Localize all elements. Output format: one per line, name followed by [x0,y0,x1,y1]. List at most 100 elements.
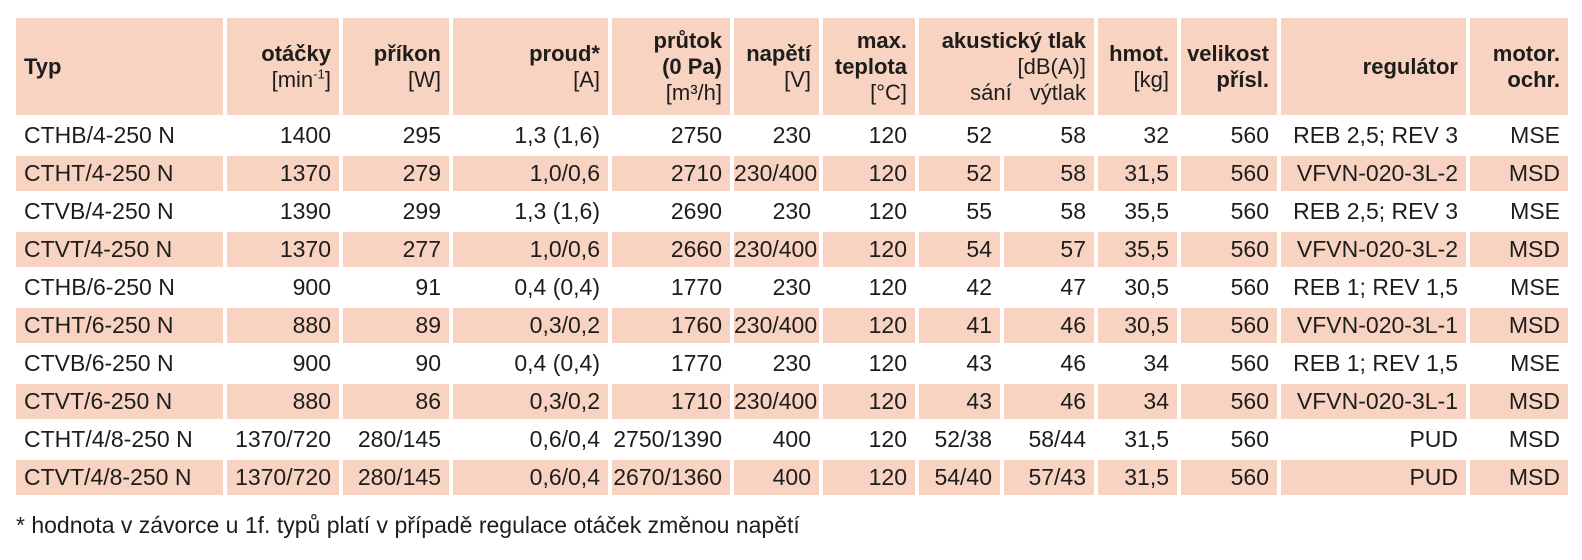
footnote: * hodnota v závorce u 1f. typů platí v p… [16,512,800,538]
header-prutok: průtok (0 Pa) [m³/h] [612,18,730,115]
cell-typ: CTVT/4/8-250 N [16,460,223,495]
cell-proud: 0,6/0,4 [453,460,608,495]
cell-motor: MSD [1470,308,1568,343]
cell-prutok: 2710 [612,156,730,191]
cell-velikost: 560 [1181,460,1277,495]
cell-teplota: 120 [823,308,915,343]
header-napeti-unit: [V] [784,66,811,92]
table-body: CTHB/4-250 N 1400 295 1,3 (1,6) 2750 230 120 52… [16,118,1568,495]
header-max-teplota: max. teplota [°C] [823,18,915,115]
cell-regulator: VFVN-020-3L-2 [1281,156,1466,191]
cell-prutok: 1770 [612,346,730,381]
cell-teplota: 120 [823,118,915,153]
header-typ: Typ [16,18,223,115]
cell-otacky: 1370 [227,156,339,191]
cell-proud: 1,3 (1,6) [453,118,608,153]
header-proud-label: proud* [529,40,600,66]
cell-sani: 52 [919,118,1000,153]
header-prikon-unit: [W] [408,66,441,92]
cell-sani: 43 [919,346,1000,381]
header-velikost: velikost přísl. [1181,18,1277,115]
cell-prikon: 89 [343,308,449,343]
cell-motor: MSD [1470,422,1568,457]
cell-hmot: 30,5 [1098,308,1177,343]
cell-prutok: 2690 [612,194,730,229]
cell-napeti: 230 [734,118,819,153]
fan-spec-table: Typ otáčky [min-1] příkon [W] proud* [A]… [12,15,1572,498]
header-akusticky-label: akustický tlak [941,27,1086,53]
header-teplota-label: max. [856,27,907,53]
header-otacky-unit: [min-1] [271,66,331,92]
cell-regulator: REB 1; REV 1,5 [1281,270,1466,305]
cell-proud: 1,0/0,6 [453,232,608,267]
header-proud-unit: [A] [573,66,600,92]
cell-hmot: 31,5 [1098,156,1177,191]
cell-sani: 54/40 [919,460,1000,495]
cell-velikost: 560 [1181,270,1277,305]
header-prikon: příkon [W] [343,18,449,115]
cell-teplota: 120 [823,384,915,419]
cell-regulator: VFVN-020-3L-2 [1281,232,1466,267]
table-row: CTVT/6-250 N 880 86 0,3/0,2 1710 230/400 120 43… [16,384,1568,419]
cell-prikon: 295 [343,118,449,153]
header-sani-label: sání [970,79,1012,105]
cell-motor: MSD [1470,460,1568,495]
cell-prutok: 1760 [612,308,730,343]
cell-vytlak: 58/44 [1004,422,1094,457]
header-napeti-label: napětí [746,40,811,66]
cell-napeti: 230 [734,270,819,305]
cell-teplota: 120 [823,346,915,381]
cell-vytlak: 46 [1004,308,1094,343]
cell-otacky: 1370/720 [227,460,339,495]
header-motor-label: motor. [1492,40,1560,66]
header-akusticky-unit: [dB(A)] [1017,53,1086,79]
table-row: CTVB/4-250 N 1390 299 1,3 (1,6) 2690 230 120 55… [16,194,1568,229]
cell-motor: MSD [1470,232,1568,267]
cell-motor: MSD [1470,384,1568,419]
cell-sani: 52 [919,156,1000,191]
table-row: CTVB/6-250 N 900 90 0,4 (0,4) 1770 230 120 43 46… [16,346,1568,381]
cell-typ: CTHB/4-250 N [16,118,223,153]
header-regulator: regulátor [1281,18,1466,115]
cell-prikon: 279 [343,156,449,191]
header-teplota-unit: [°C] [870,79,907,105]
cell-hmot: 32 [1098,118,1177,153]
cell-otacky: 880 [227,384,339,419]
cell-velikost: 560 [1181,308,1277,343]
header-vytlak-label: výtlak [1029,79,1086,105]
cell-typ: CTVB/4-250 N [16,194,223,229]
cell-prutok: 1770 [612,270,730,305]
cell-vytlak: 58 [1004,156,1094,191]
cell-otacky: 1370/720 [227,422,339,457]
table-row: CTHT/4-250 N 1370 279 1,0/0,6 2710 230/400 120… [16,156,1568,191]
cell-napeti: 400 [734,460,819,495]
header-napeti: napětí [V] [734,18,819,115]
table-row: CTHB/6-250 N 900 91 0,4 (0,4) 1770 230 120 42 47… [16,270,1568,305]
cell-regulator: PUD [1281,460,1466,495]
cell-prutok: 2750 [612,118,730,153]
header-prutok-label2: (0 Pa) [662,53,722,79]
header-prikon-label: příkon [373,40,441,66]
cell-proud: 0,6/0,4 [453,422,608,457]
cell-prikon: 86 [343,384,449,419]
header-akusticky-subcolumns: sání výtlak [919,80,1086,106]
cell-prikon: 299 [343,194,449,229]
cell-napeti: 230/400 [734,232,819,267]
header-hmot-unit: [kg] [1133,66,1169,92]
cell-teplota: 120 [823,460,915,495]
cell-otacky: 880 [227,308,339,343]
cell-vytlak: 57/43 [1004,460,1094,495]
cell-teplota: 120 [823,270,915,305]
cell-teplota: 120 [823,232,915,267]
cell-regulator: REB 2,5; REV 3 [1281,194,1466,229]
cell-hmot: 34 [1098,346,1177,381]
cell-proud: 1,0/0,6 [453,156,608,191]
cell-prutok: 2660 [612,232,730,267]
cell-proud: 0,3/0,2 [453,308,608,343]
cell-otacky: 900 [227,346,339,381]
cell-napeti: 230/400 [734,156,819,191]
cell-regulator: REB 1; REV 1,5 [1281,346,1466,381]
cell-sani: 42 [919,270,1000,305]
table-header-row: Typ otáčky [min-1] příkon [W] proud* [A]… [16,18,1568,115]
